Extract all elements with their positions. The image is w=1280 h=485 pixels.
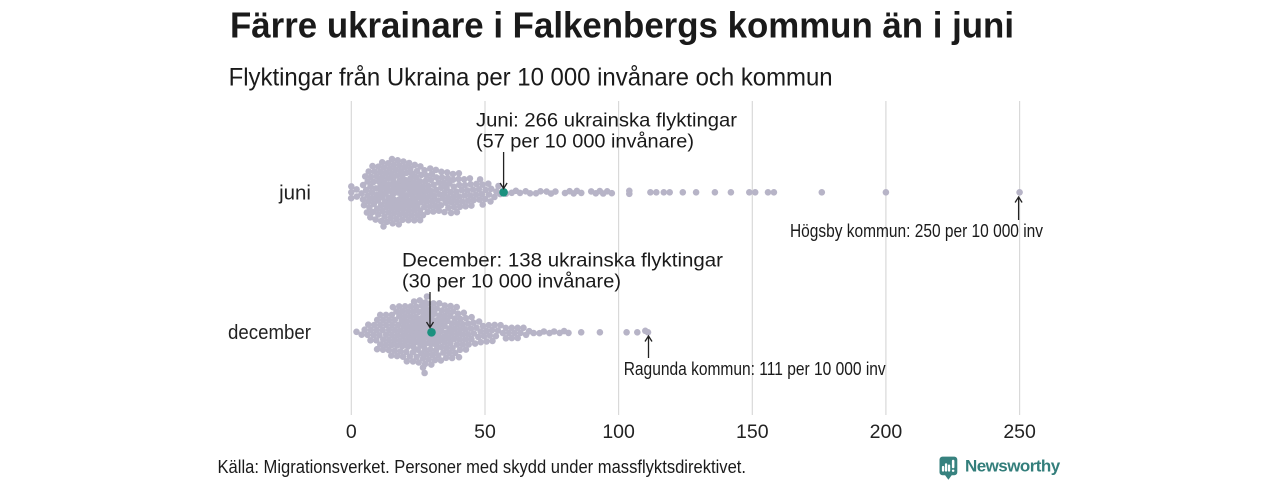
svg-text:(57 per 10 000 invånare): (57 per 10 000 invånare) xyxy=(476,130,694,152)
svg-text:(30 per 10 000 invånare): (30 per 10 000 invånare) xyxy=(402,271,621,293)
svg-text:250: 250 xyxy=(1003,421,1036,443)
svg-text:Newsworthy: Newsworthy xyxy=(965,457,1061,476)
svg-text:december: december xyxy=(228,321,311,344)
svg-text:Ragunda kommun: 111 per 10 000: Ragunda kommun: 111 per 10 000 inv xyxy=(624,359,886,379)
svg-text:Källa: Migrationsverket. Perso: Källa: Migrationsverket. Personer med sk… xyxy=(218,457,747,477)
svg-text:100: 100 xyxy=(602,421,635,443)
svg-text:Juni: 266 ukrainska flyktingar: Juni: 266 ukrainska flyktingar xyxy=(476,109,738,131)
svg-text:Färre ukrainare i Falkenbergs: Färre ukrainare i Falkenbergs kommun än … xyxy=(230,5,1014,46)
svg-text:juni: juni xyxy=(278,182,311,205)
svg-text:Högsby kommun: 250 per 10 000: Högsby kommun: 250 per 10 000 inv xyxy=(790,221,1043,241)
svg-text:150: 150 xyxy=(736,421,769,443)
svg-text:50: 50 xyxy=(474,421,496,443)
svg-text:Flyktingar från Ukraina per 10: Flyktingar från Ukraina per 10 000 invån… xyxy=(229,64,833,92)
svg-text:200: 200 xyxy=(870,421,903,443)
svg-text:December: 138 ukrainska flykti: December: 138 ukrainska flyktingar xyxy=(402,250,724,272)
svg-text:0: 0 xyxy=(346,421,357,443)
